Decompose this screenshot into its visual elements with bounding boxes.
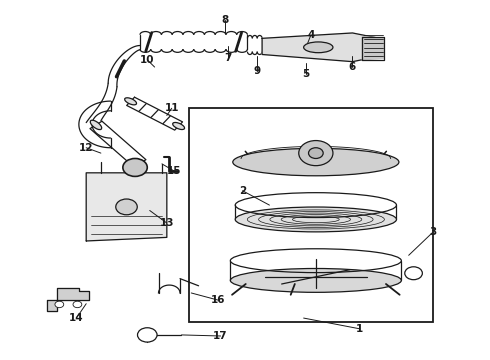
- Text: 5: 5: [302, 69, 310, 79]
- Text: 12: 12: [79, 143, 94, 153]
- Text: 2: 2: [239, 186, 246, 196]
- Ellipse shape: [124, 98, 137, 105]
- Ellipse shape: [230, 269, 401, 292]
- Bar: [189, 108, 433, 321]
- Text: 15: 15: [167, 166, 181, 176]
- Text: 1: 1: [356, 324, 364, 334]
- Ellipse shape: [304, 42, 333, 53]
- Text: 11: 11: [165, 103, 179, 113]
- Ellipse shape: [134, 159, 146, 168]
- Text: 8: 8: [222, 15, 229, 26]
- Circle shape: [123, 158, 147, 176]
- Circle shape: [116, 199, 137, 215]
- Text: 13: 13: [160, 218, 174, 228]
- Circle shape: [138, 328, 157, 342]
- Text: 9: 9: [254, 66, 261, 76]
- Circle shape: [73, 301, 82, 308]
- Circle shape: [405, 267, 422, 280]
- Ellipse shape: [233, 148, 399, 176]
- Circle shape: [299, 140, 333, 166]
- Text: 3: 3: [430, 227, 437, 237]
- Polygon shape: [362, 37, 384, 60]
- Circle shape: [309, 148, 323, 158]
- Text: 7: 7: [224, 53, 232, 63]
- Text: 10: 10: [140, 55, 154, 65]
- Ellipse shape: [90, 120, 102, 130]
- Circle shape: [55, 301, 64, 308]
- Text: 17: 17: [213, 331, 228, 341]
- Ellipse shape: [172, 122, 185, 130]
- Text: 6: 6: [349, 62, 356, 72]
- Text: 16: 16: [211, 295, 225, 305]
- Polygon shape: [86, 173, 167, 241]
- Ellipse shape: [235, 207, 396, 232]
- Polygon shape: [47, 288, 89, 311]
- Text: 4: 4: [307, 30, 315, 40]
- Polygon shape: [262, 33, 379, 62]
- Text: 14: 14: [69, 313, 84, 323]
